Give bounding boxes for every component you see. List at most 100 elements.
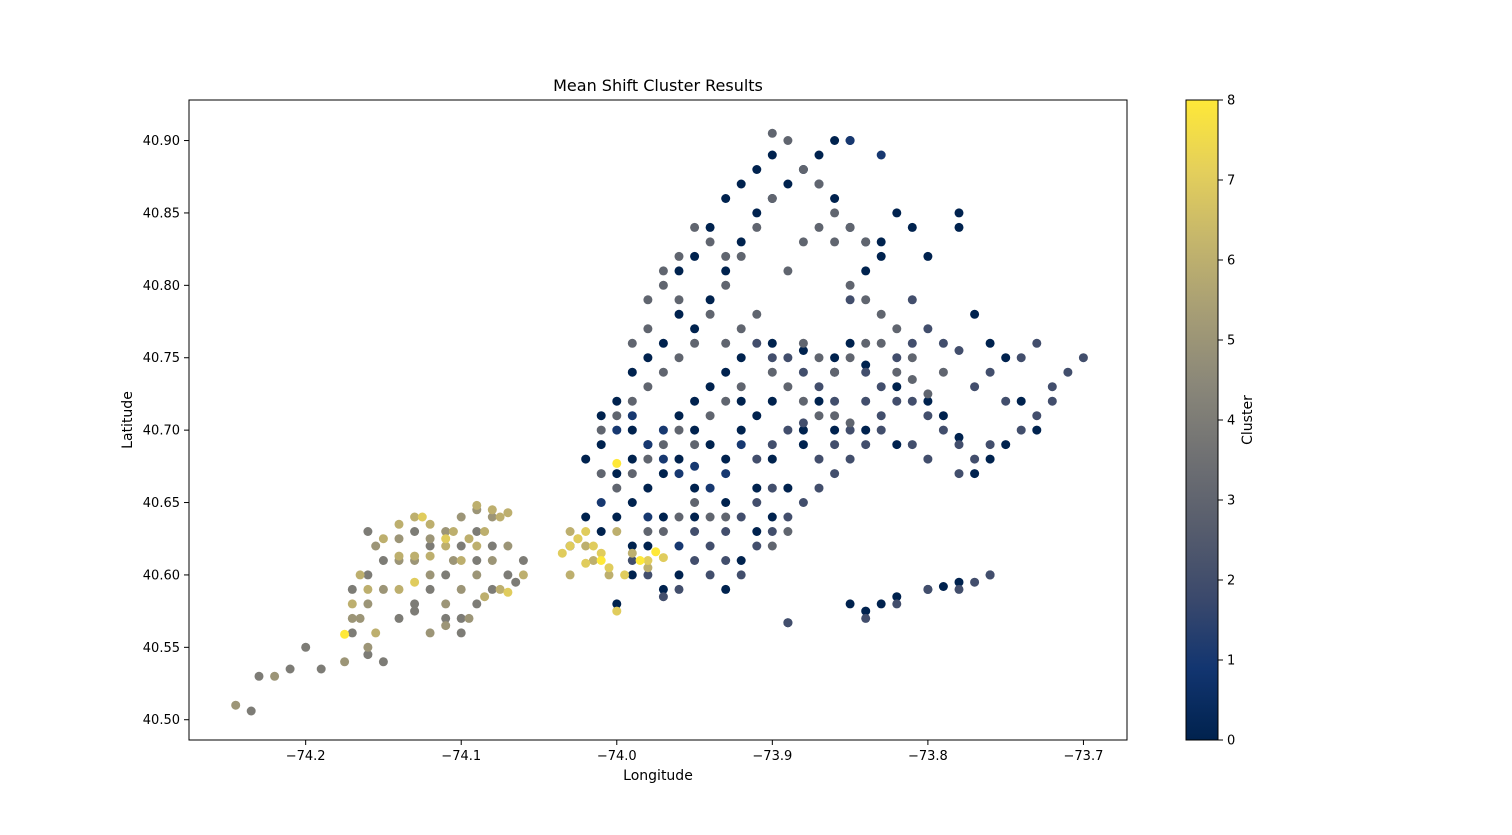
data-point (604, 563, 614, 573)
data-point (892, 382, 902, 392)
data-point (705, 483, 715, 493)
cluster-4-points (246, 527, 528, 716)
x-tick-label: −74.0 (597, 749, 637, 764)
data-point (448, 556, 458, 565)
data-point (705, 237, 715, 247)
data-point (658, 469, 668, 479)
data-point (783, 353, 793, 363)
x-tick-label: −73.8 (908, 749, 948, 764)
data-point (690, 440, 700, 450)
data-point (830, 136, 840, 145)
data-point (658, 367, 668, 377)
data-point (752, 165, 762, 174)
data-point (705, 440, 715, 450)
data-point (767, 128, 777, 138)
data-point (845, 222, 855, 232)
data-point (464, 534, 474, 544)
data-point (783, 179, 793, 189)
data-point (674, 411, 684, 421)
data-point (340, 629, 350, 639)
data-point (612, 483, 622, 493)
data-point (410, 551, 420, 561)
data-point (363, 599, 373, 609)
data-point (425, 541, 435, 551)
data-point (876, 411, 886, 421)
data-point (394, 551, 404, 561)
data-point (674, 309, 684, 319)
data-point (340, 657, 350, 667)
colorbar-tick-label: 7 (1227, 174, 1235, 189)
data-point (627, 548, 637, 558)
data-point (752, 338, 762, 348)
data-point (425, 551, 435, 561)
data-point (783, 136, 793, 145)
data-point (705, 382, 715, 392)
data-point (565, 527, 575, 536)
data-point (861, 396, 871, 406)
cluster-2-points (627, 295, 1088, 628)
data-point (938, 367, 948, 377)
data-point (690, 396, 700, 406)
data-point (861, 440, 871, 450)
data-point (690, 251, 700, 261)
data-point (736, 324, 746, 334)
data-point (480, 592, 490, 602)
data-point (658, 592, 668, 602)
data-point (876, 251, 886, 261)
data-point (985, 338, 995, 348)
data-point (690, 512, 700, 522)
data-point (690, 222, 700, 232)
data-point (830, 208, 840, 218)
colorbar-tick-label: 6 (1227, 254, 1235, 269)
data-point (892, 396, 902, 406)
data-point (892, 353, 902, 363)
data-point (674, 425, 684, 435)
data-point (721, 584, 731, 594)
data-point (503, 587, 513, 597)
data-point (752, 208, 762, 218)
data-point (363, 584, 373, 594)
data-point (347, 584, 357, 594)
data-point (643, 382, 653, 392)
data-point (612, 425, 622, 435)
data-point (705, 222, 715, 232)
data-point (690, 338, 700, 348)
data-point (752, 483, 762, 493)
data-point (285, 664, 295, 674)
data-point (612, 512, 622, 522)
data-point (394, 613, 404, 623)
data-point (783, 425, 793, 435)
data-point (604, 570, 614, 580)
data-point (767, 440, 777, 450)
data-point (845, 599, 855, 609)
data-point (721, 469, 731, 479)
data-point (674, 266, 684, 276)
cluster-1-points (596, 136, 886, 551)
data-point (970, 309, 980, 319)
data-point (425, 519, 435, 529)
x-tick-label: −73.7 (1064, 749, 1104, 764)
data-point (371, 628, 381, 638)
data-point (814, 353, 824, 363)
data-point (814, 150, 824, 160)
data-point (620, 570, 630, 580)
cluster-3-points (596, 128, 948, 551)
data-point (923, 411, 933, 421)
data-point (954, 432, 964, 442)
data-point (410, 527, 420, 536)
y-axis-ticks: 40.50 40.55 40.60 40.65 40.70 40.75 40.80 40.85… (143, 134, 189, 728)
data-point (861, 425, 871, 435)
data-point (425, 534, 435, 544)
data-point (954, 222, 964, 232)
data-point (627, 425, 637, 435)
data-point (612, 469, 622, 479)
data-point (985, 440, 995, 450)
data-point (923, 584, 933, 594)
data-point (441, 621, 451, 631)
data-point (410, 599, 420, 609)
data-point (721, 498, 731, 507)
data-point (456, 556, 466, 565)
data-point (690, 483, 700, 493)
data-point (347, 613, 357, 623)
